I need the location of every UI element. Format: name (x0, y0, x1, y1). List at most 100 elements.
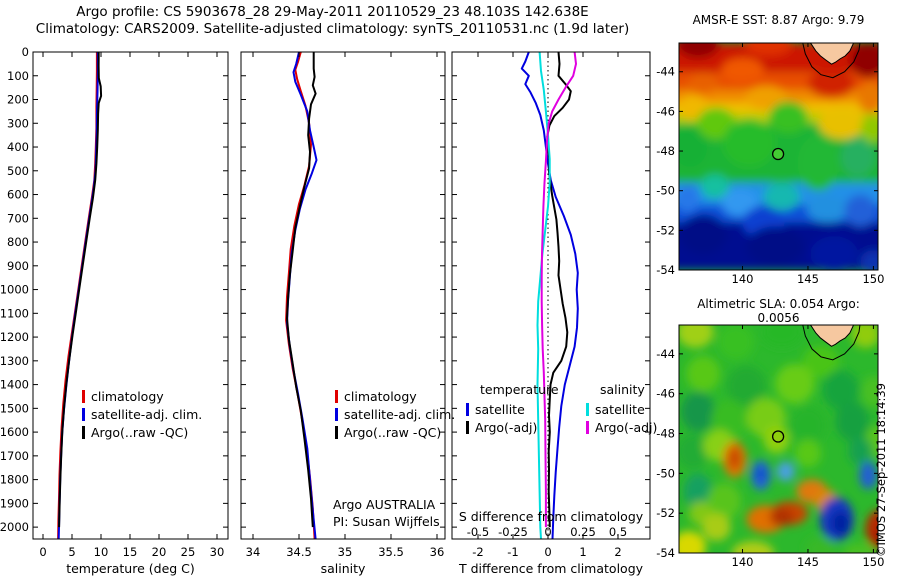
legend-item-argo-T: Argo(-adj) (466, 418, 559, 436)
program-name: Argo AUSTRALIA (333, 497, 436, 512)
legend-label: satellite-adj. clim. (344, 406, 456, 422)
curve-temperature-satellite (520, 51, 579, 540)
map-y-tick-label: -52 (656, 506, 675, 520)
argo-S-swatch (586, 420, 589, 434)
program-note: Argo AUSTRALIA PI: Susan Wijffels (333, 496, 440, 530)
map-x-tick-label: 150 (862, 555, 884, 569)
y-tick-label: 900 (7, 259, 29, 273)
difference-salinity-legend: salinity satellite Argo(-adj) (586, 382, 657, 436)
y-tick-label: 1700 (0, 449, 29, 463)
map-x-tick-label: 140 (732, 555, 754, 569)
map-x-tick-label: 140 (732, 272, 754, 286)
argo-swatch (82, 425, 85, 439)
panel-frame (240, 51, 446, 540)
legend-item-satellite-S: satellite (586, 400, 657, 418)
x-tick-label: 0 (39, 545, 46, 559)
salinity-legend: climatology satellite-adj. clim. Argo(..… (335, 387, 455, 441)
field (679, 325, 878, 553)
legend-label: climatology (344, 388, 417, 404)
ocean-contour (802, 43, 861, 79)
s-tick-label: 0 (544, 525, 551, 539)
map-y-tick-label: -46 (656, 387, 675, 401)
legend-label: satellite-adj. clim. (91, 406, 203, 422)
x-tick-label: 2 (614, 545, 621, 559)
x-tick-label: -1 (507, 545, 518, 559)
s-difference-axis-label: S difference from climatology (458, 509, 644, 524)
s-tick-label: 0.5 (609, 525, 627, 539)
legend-item-climatology: climatology (82, 387, 202, 405)
x-tick-label: 36 (430, 545, 445, 559)
satellite-adj-swatch (335, 407, 338, 421)
legend-item-satellite-T: satellite (466, 400, 559, 418)
figure-header: Argo profile: CS 5903678_28 29-May-2011 … (0, 4, 665, 38)
y-tick-label: 1000 (0, 283, 29, 297)
y-tick-label: 700 (7, 211, 29, 225)
temperature-legend: climatology satellite-adj. clim. Argo(..… (82, 387, 202, 441)
y-tick-label: 1200 (0, 330, 29, 344)
x-tick-label: 35 (338, 545, 353, 559)
figure-title-line1: Argo profile: CS 5903678_28 29-May-2011 … (76, 4, 589, 20)
legend-label: Argo(..raw -QC) (344, 424, 442, 440)
y-tick-label: 200 (7, 93, 29, 107)
s-tick-label: -0.25 (498, 525, 528, 539)
difference-temperature-legend: temperature satellite Argo(-adj) (466, 382, 559, 436)
temperature-panel: 0 5 10 15 20 25 300100200300400500600700800900… (0, 45, 229, 559)
y-tick-label: 1900 (0, 496, 29, 510)
map-y-tick-label: -50 (656, 466, 675, 480)
sla-map: 140 145 150 -44 -46 -48 -50 -52 -54 (656, 324, 884, 569)
difference-panel: -2 -1 0 1 2 -0.5 -0.25 0 0.25 0.5 (451, 51, 651, 559)
principal-investigator: PI: Susan Wijffels (333, 514, 440, 529)
x-tick-label: 15 (123, 545, 138, 559)
climatology-swatch (82, 389, 85, 403)
map-frame (678, 324, 879, 554)
map-x-tick-label: 145 (797, 555, 819, 569)
legend-header-salinity: salinity (600, 382, 645, 397)
map-x-tick-label: 150 (862, 272, 884, 286)
map-y-tick-label: -44 (656, 347, 675, 361)
x-tick-label: 5 (68, 545, 75, 559)
tasmania-coastline (809, 325, 854, 347)
legend-item-climatology: climatology (335, 387, 455, 405)
salinity-axis-label: salinity (320, 561, 366, 576)
climatology-swatch (335, 389, 338, 403)
map-y-tick-label: -54 (656, 546, 675, 560)
satellite-T-swatch (466, 402, 469, 416)
legend-label: Argo(-adj) (475, 419, 538, 435)
map-frame (678, 42, 879, 271)
legend-item-argo: Argo(..raw -QC) (82, 423, 202, 441)
x-tick-label: 34 (246, 545, 261, 559)
x-tick-label: 20 (152, 545, 167, 559)
panel-frame (32, 51, 229, 540)
sla-map-title: Altimetric SLA: 0.054 Argo: 0.0056 (697, 297, 860, 325)
map-y-tick-label: -44 (656, 65, 675, 79)
ocean-contour (802, 325, 861, 361)
legend-label: climatology (91, 388, 164, 404)
argo-T-swatch (466, 420, 469, 434)
map-y-tick-label: -48 (656, 427, 675, 441)
legend-item-argo-S: Argo(-adj) (586, 418, 657, 436)
y-tick-label: 300 (7, 116, 29, 130)
map-y-tick-label: -46 (656, 104, 675, 118)
legend-label: satellite (475, 401, 525, 417)
x-tick-label: 25 (181, 545, 196, 559)
s-tick-label: -0.5 (467, 525, 489, 539)
x-tick-label: 30 (210, 545, 225, 559)
x-tick-label: 1 (579, 545, 586, 559)
panel-frame (451, 51, 651, 540)
y-tick-label: 400 (7, 140, 29, 154)
sst-map: 140 145 150 -44 -46 -48 -50 -52 -54 (656, 42, 884, 286)
sst-map-title: AMSR-E SST: 8.87 Argo: 9.79 (692, 13, 865, 27)
map-x-tick-label: 145 (797, 272, 819, 286)
curve-argo-raw-qc- (58, 51, 103, 528)
legend-header-temperature: temperature (480, 382, 559, 397)
x-tick-label: -2 (472, 545, 483, 559)
y-tick-label: 100 (7, 69, 29, 83)
satellite-S-swatch (586, 402, 589, 416)
curve-argo-raw-qc- (286, 52, 317, 528)
x-tick-label: 0 (544, 545, 551, 559)
y-tick-label: 500 (7, 164, 29, 178)
y-tick-label: 1100 (0, 306, 29, 320)
satellite-adj-swatch (82, 407, 85, 421)
tasmania-coastline (809, 43, 854, 65)
